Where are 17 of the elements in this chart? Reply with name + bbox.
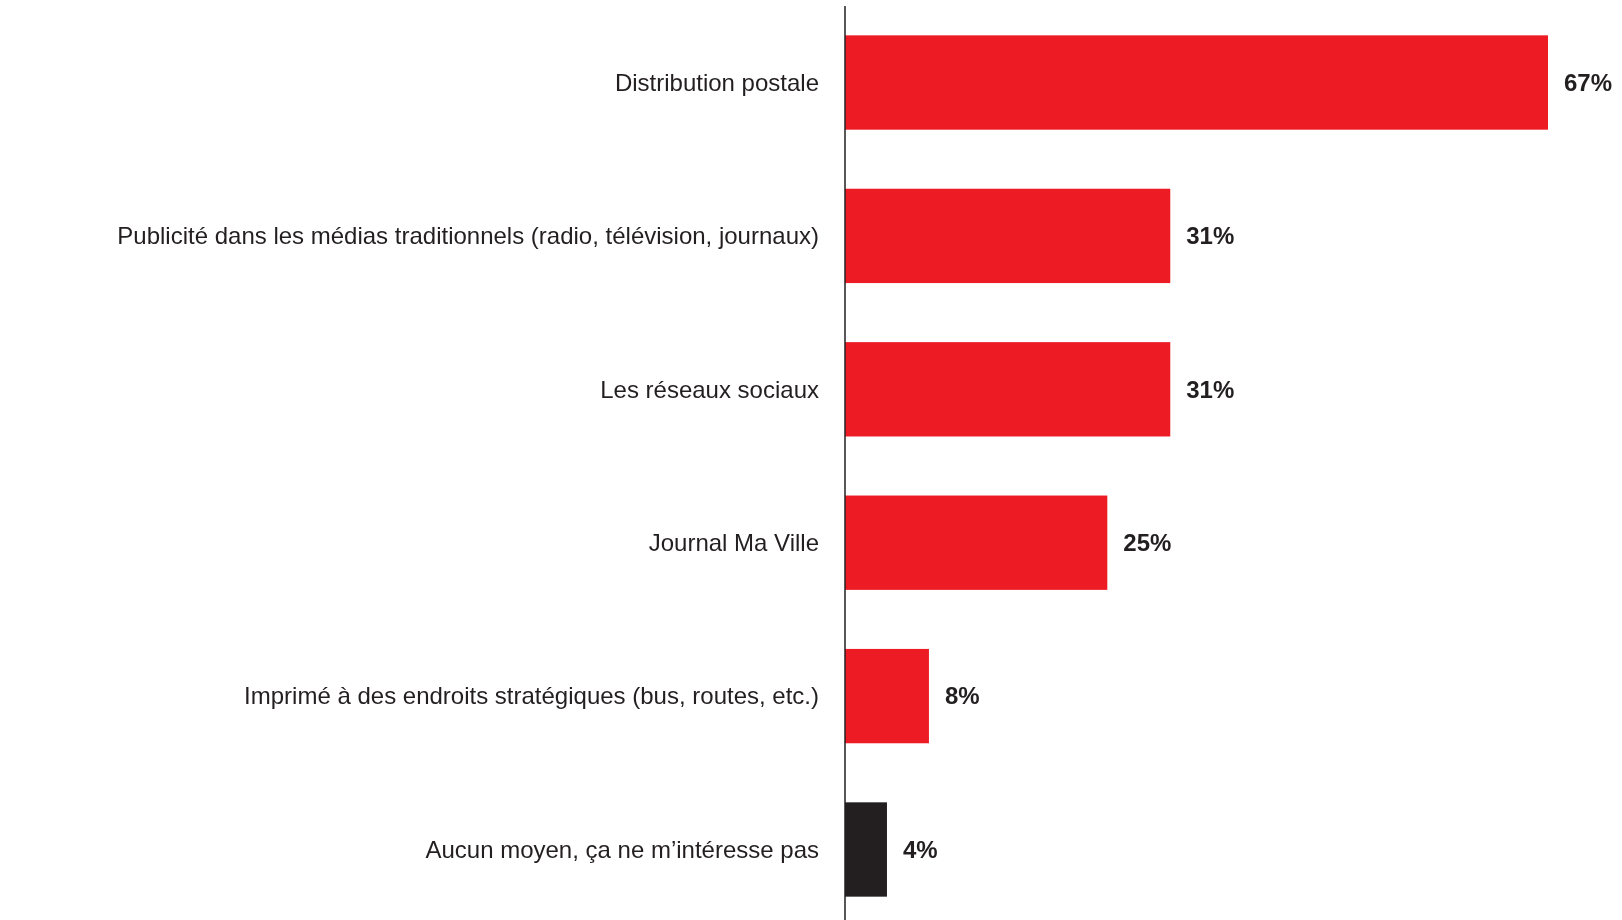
data-label: 25% — [1123, 529, 1172, 557]
data-label: 31% — [1186, 375, 1235, 403]
data-label: 8% — [944, 682, 980, 710]
data-label: 4% — [902, 835, 938, 863]
y-tick-label: Distribution postale — [614, 68, 819, 96]
data-label: 67% — [1564, 68, 1613, 96]
bar — [845, 495, 1108, 590]
y-tick-label: Les réseaux sociaux — [600, 375, 819, 403]
data-label: 31% — [1186, 222, 1235, 250]
y-tick-label: Journal Ma Ville — [648, 529, 819, 557]
y-tick-label: Imprimé à des endroits stratégiques (bus, routes, etc.) — [244, 682, 819, 710]
y-tick-label: Aucun moyen, ça ne m’intéresse pas — [425, 835, 819, 863]
bar — [845, 188, 1171, 284]
bar — [845, 35, 1548, 130]
bar — [845, 342, 1171, 437]
bar — [845, 648, 929, 744]
y-tick-label: Publicité dans les médias traditionnels (radio, télévision, journaux) — [117, 222, 819, 250]
